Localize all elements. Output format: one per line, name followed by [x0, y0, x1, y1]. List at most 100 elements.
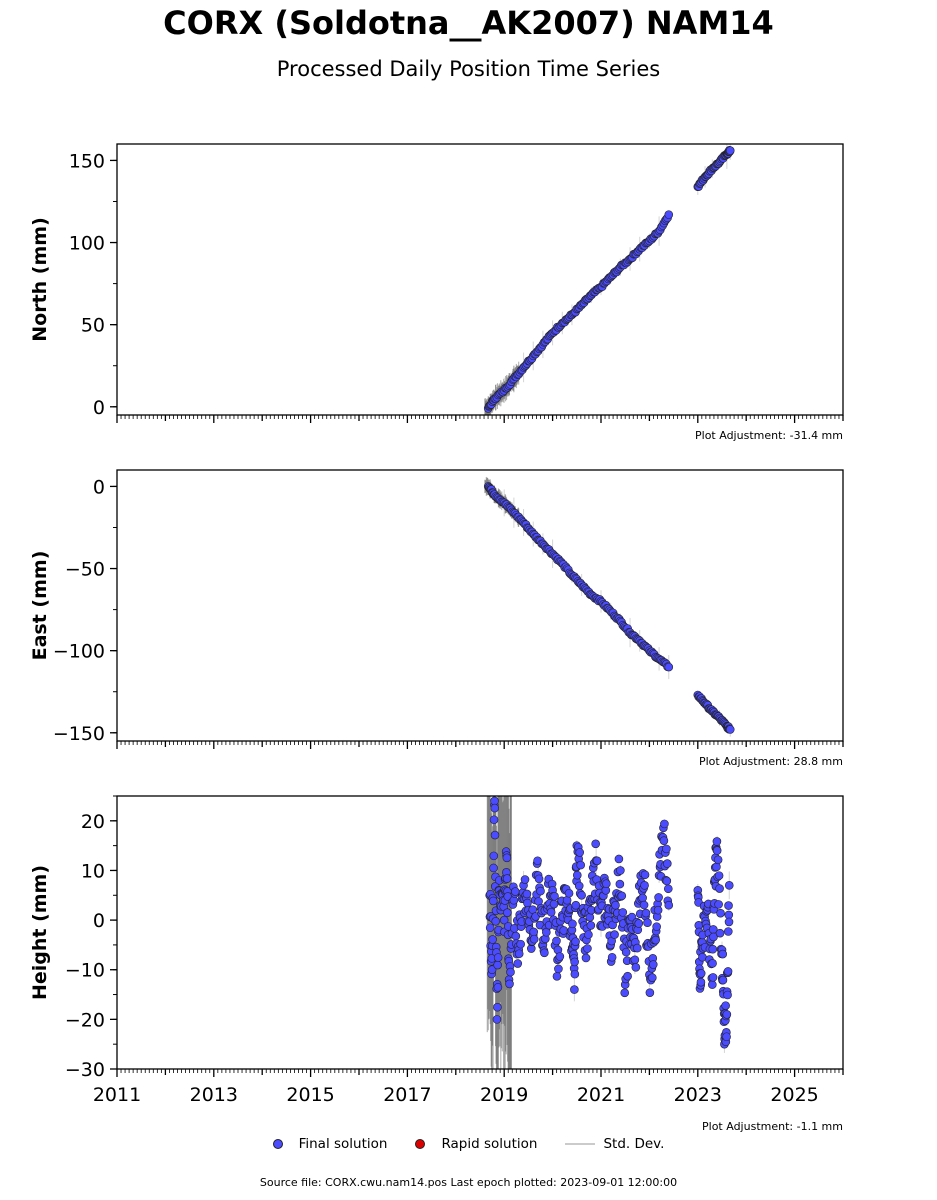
data-point: [708, 944, 718, 954]
data-point: [490, 803, 500, 813]
data-point: [554, 964, 563, 974]
data-point: [572, 870, 582, 880]
data-point: [709, 932, 718, 942]
y-tick-label: 150: [69, 150, 105, 172]
data-point: [575, 848, 585, 857]
data-point: [529, 927, 539, 937]
data-point: [511, 887, 520, 896]
data-point: [489, 896, 498, 906]
data-point: [643, 918, 652, 927]
data-point: [653, 905, 663, 915]
data-point: [725, 146, 735, 155]
plot-adjustment: Plot Adjustment: -1.1 mm: [702, 1120, 843, 1133]
data-point: [722, 1010, 732, 1019]
plot-frame: [116, 795, 844, 1070]
data-point: [489, 851, 499, 861]
data-point: [489, 863, 498, 873]
data-point: [722, 1032, 731, 1042]
data-point: [616, 866, 625, 875]
data-point: [640, 881, 649, 890]
data-point: [490, 796, 499, 806]
data-point: [602, 879, 611, 889]
y-tick-label: 50: [81, 315, 105, 337]
data-point: [712, 846, 722, 855]
data-point: [631, 963, 641, 972]
data-point: [708, 973, 718, 982]
data-point: [724, 881, 734, 890]
data-point: [533, 856, 542, 866]
data-point: [576, 860, 585, 870]
data-point: [708, 959, 717, 968]
data-point: [592, 856, 602, 866]
data-point: [654, 893, 663, 902]
data-point: [513, 959, 523, 968]
legend-rapid-label: Rapid solution: [441, 1136, 538, 1152]
data-point: [611, 900, 620, 910]
y-tick-label: 100: [69, 233, 105, 255]
x-tick-label: 2011: [93, 1084, 141, 1106]
legend-final: Final solution: [272, 1136, 387, 1152]
data-point: [522, 889, 532, 899]
legend-std: Std. Dev.: [565, 1136, 664, 1152]
y-axis-label: Height (mm): [29, 865, 51, 1000]
y-tick-label: 20: [81, 811, 105, 833]
data-point: [493, 1002, 502, 1012]
data-point: [492, 1015, 502, 1024]
data-point: [664, 662, 674, 672]
data-point: [715, 884, 724, 893]
data-point: [662, 844, 671, 854]
data-point: [550, 892, 559, 901]
x-tick-label: 2019: [480, 1084, 528, 1106]
x-tick-label: 2021: [577, 1084, 625, 1106]
data-point: [708, 980, 717, 989]
data-point: [723, 927, 733, 936]
data-point: [645, 988, 655, 997]
data-point: [499, 915, 509, 925]
data-point: [583, 944, 592, 953]
data-point: [640, 870, 650, 880]
legend-rapid: Rapid solution: [415, 1136, 537, 1152]
plot-frame: [116, 469, 844, 742]
data-point: [536, 886, 545, 896]
x-tick-label: 2017: [383, 1084, 431, 1106]
panel-3: 20 10 0 −10 −20 −30 2011 2013 2015 2017 2019 2021 20…: [29, 795, 844, 1133]
legend-std-label: Std. Dev.: [603, 1136, 665, 1152]
data-point: [506, 967, 515, 977]
data-point: [585, 912, 595, 922]
y-tick-label: −30: [65, 1059, 105, 1081]
data-point: [584, 930, 593, 939]
data-point: [648, 960, 658, 969]
chart-title: CORX (Soldotna__AK2007) NAM14: [163, 4, 774, 42]
data-point: [570, 957, 579, 967]
final-solution-series: [485, 796, 734, 1049]
chart-subtitle: Processed Daily Position Time Series: [276, 57, 661, 81]
data-point: [660, 819, 669, 829]
data-point: [586, 921, 596, 930]
data-point: [721, 1001, 730, 1010]
data-point: [662, 876, 672, 886]
final-solution-series: [483, 482, 735, 734]
data-point: [571, 937, 580, 946]
data-point: [610, 930, 619, 939]
data-point: [651, 935, 660, 945]
data-point: [549, 899, 559, 909]
data-point: [552, 936, 561, 946]
data-point: [514, 949, 524, 959]
panel-2: 0 −50 −100 −150 East (mm) Plot Adjustment: 28…: [29, 469, 844, 768]
y-axis-label: East (mm): [29, 551, 51, 661]
data-point: [712, 862, 721, 872]
data-point: [568, 919, 577, 929]
data-point: [696, 977, 706, 987]
data-point: [652, 922, 661, 931]
data-point: [639, 900, 649, 910]
rapid-solution-marker: [415, 1139, 426, 1149]
data-point: [503, 908, 512, 917]
data-point: [663, 859, 672, 868]
y-tick-label: −100: [53, 641, 105, 663]
data-point: [570, 969, 580, 979]
data-point: [491, 917, 501, 926]
data-point: [712, 837, 722, 846]
data-point: [581, 953, 591, 963]
data-point: [570, 985, 579, 994]
